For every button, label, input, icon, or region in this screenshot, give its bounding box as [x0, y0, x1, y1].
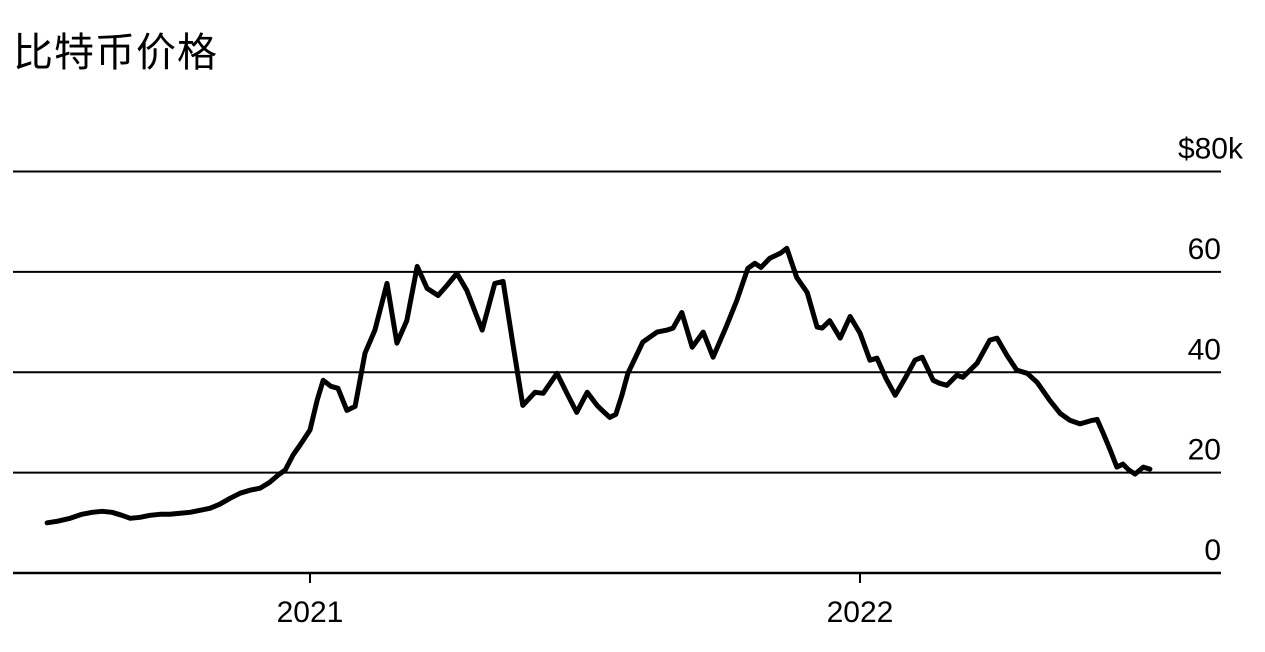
y-axis-label-80: $80k: [1178, 133, 1244, 166]
gridlines-layer: [13, 170, 1221, 575]
x-axis-label-2022: 2022: [827, 596, 894, 629]
y-axis-label-0: 0: [1204, 534, 1221, 567]
y-axis-label-60: 60: [1188, 233, 1221, 266]
axis-layer: $80k 60 40 20 0 2021 2022: [277, 133, 1244, 630]
y-axis-label-20: 20: [1188, 434, 1221, 467]
x-axis-label-2021: 2021: [277, 596, 344, 629]
y-axis-label-40: 40: [1188, 333, 1221, 366]
series-layer: [44, 245, 1153, 526]
chart-title: 比特币价格: [13, 31, 218, 75]
price-line: [44, 245, 1153, 526]
